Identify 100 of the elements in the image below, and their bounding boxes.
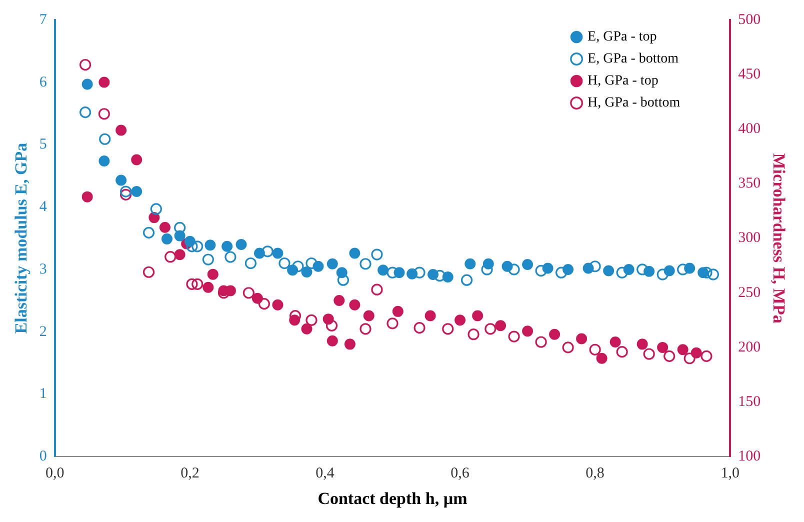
- point: [150, 203, 162, 215]
- y-tick-label: 6: [39, 74, 48, 90]
- point: [301, 266, 312, 278]
- x-tick-label: 0,8: [586, 466, 604, 482]
- point: [636, 264, 648, 276]
- point: [707, 268, 720, 280]
- point: [657, 342, 668, 353]
- point: [349, 248, 360, 259]
- point: [326, 258, 338, 270]
- point: [360, 323, 372, 335]
- point: [522, 326, 534, 337]
- legend-label: H, GPa - bottom: [588, 96, 680, 111]
- point: [174, 249, 186, 260]
- x-tick-label: 0,2: [180, 466, 200, 482]
- point: [616, 346, 628, 358]
- point: [556, 266, 568, 278]
- point: [192, 278, 204, 290]
- point: [589, 260, 601, 272]
- legend-label: E, GPa - top: [588, 30, 657, 45]
- point: [603, 265, 614, 276]
- point: [656, 268, 668, 280]
- point: [148, 212, 160, 224]
- point: [326, 335, 338, 346]
- point: [562, 342, 574, 354]
- point: [596, 352, 608, 364]
- point: [576, 333, 588, 344]
- point: [159, 222, 170, 233]
- y-tick-label: 4: [39, 199, 48, 216]
- y2-tick-label: 350: [738, 176, 761, 192]
- y2-tick-label: 500: [738, 12, 761, 28]
- y2-tick-label: 300: [738, 230, 761, 246]
- point: [610, 336, 621, 348]
- legend-label: E, GPa - bottom: [588, 52, 679, 67]
- point: [484, 323, 496, 335]
- point: [202, 282, 214, 293]
- point: [371, 284, 383, 296]
- point: [98, 76, 110, 88]
- point: [616, 266, 628, 278]
- y-axis-title: Elasticity modulus E, GPa: [12, 142, 31, 334]
- point: [142, 266, 155, 278]
- point: [174, 222, 186, 234]
- point: [522, 258, 534, 270]
- point: [414, 322, 426, 334]
- point: [535, 336, 547, 348]
- point: [120, 186, 132, 198]
- point: [378, 264, 389, 276]
- point: [98, 108, 110, 120]
- point: [116, 124, 127, 136]
- point: [326, 320, 338, 332]
- point: [334, 295, 345, 306]
- point: [236, 239, 247, 250]
- point: [262, 246, 274, 258]
- point: [79, 106, 92, 118]
- y2-tick-label: 250: [738, 284, 761, 301]
- point: [278, 257, 290, 270]
- point: [363, 310, 374, 322]
- y-tick-label: 2: [39, 324, 47, 340]
- point: [272, 299, 284, 310]
- point: [204, 240, 216, 251]
- point: [414, 266, 426, 278]
- point: [468, 328, 480, 340]
- x-tick-label: 0,4: [316, 466, 335, 482]
- point: [337, 274, 350, 286]
- y2-tick-label: 450: [738, 66, 761, 83]
- point: [371, 248, 383, 260]
- y2-axis-title: Microhardness H, MPa: [769, 153, 788, 324]
- y-tick-label: 7: [39, 12, 48, 28]
- point: [684, 352, 696, 364]
- point: [535, 264, 547, 277]
- point: [392, 306, 404, 317]
- point: [424, 310, 436, 322]
- point: [99, 133, 111, 145]
- point: [82, 191, 93, 202]
- point: [700, 350, 712, 362]
- point: [306, 257, 318, 270]
- point: [131, 154, 142, 166]
- point: [677, 344, 688, 356]
- point: [142, 226, 155, 238]
- point: [161, 233, 172, 244]
- point: [306, 314, 318, 326]
- point: [344, 338, 356, 350]
- point: [677, 264, 689, 276]
- point: [202, 254, 214, 266]
- point: [589, 344, 601, 356]
- point: [186, 278, 198, 290]
- point: [301, 323, 312, 334]
- point: [242, 287, 254, 299]
- y2-tick-label: 100: [738, 448, 761, 465]
- legend-label: H, GPa - top: [588, 74, 658, 89]
- point: [508, 264, 520, 276]
- point: [222, 240, 233, 252]
- point: [386, 318, 398, 330]
- point: [549, 328, 560, 340]
- point: [224, 251, 236, 263]
- y-tick-label: 0: [39, 448, 47, 465]
- point: [460, 274, 473, 286]
- point: [82, 78, 93, 90]
- point: [664, 350, 676, 362]
- y-tick-label: 3: [39, 261, 47, 278]
- point: [79, 58, 92, 71]
